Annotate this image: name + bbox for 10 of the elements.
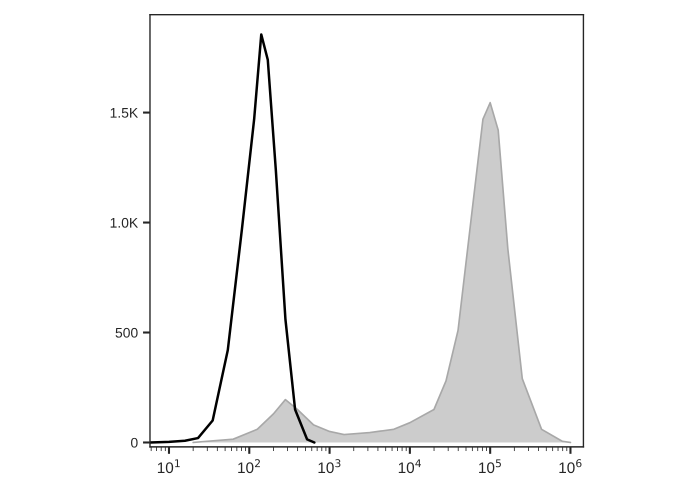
x-tick-label: 10$^{2}$ (238, 459, 260, 474)
x-tick-label: 10$^{6}$ (559, 459, 582, 474)
y-tick-label: 1.0K (110, 218, 138, 228)
x-tick-label: 10$^{3}$ (318, 459, 340, 474)
x-tick-label: 10$^{1}$ (158, 459, 180, 474)
y-tick-label: 0 (130, 438, 138, 448)
y-tick-label: 1.5K (110, 108, 138, 118)
y-tick-label: 500 (116, 328, 138, 338)
x-tick-label: 10$^{5}$ (479, 459, 501, 474)
x-tick-label: 10$^{4}$ (398, 459, 421, 474)
